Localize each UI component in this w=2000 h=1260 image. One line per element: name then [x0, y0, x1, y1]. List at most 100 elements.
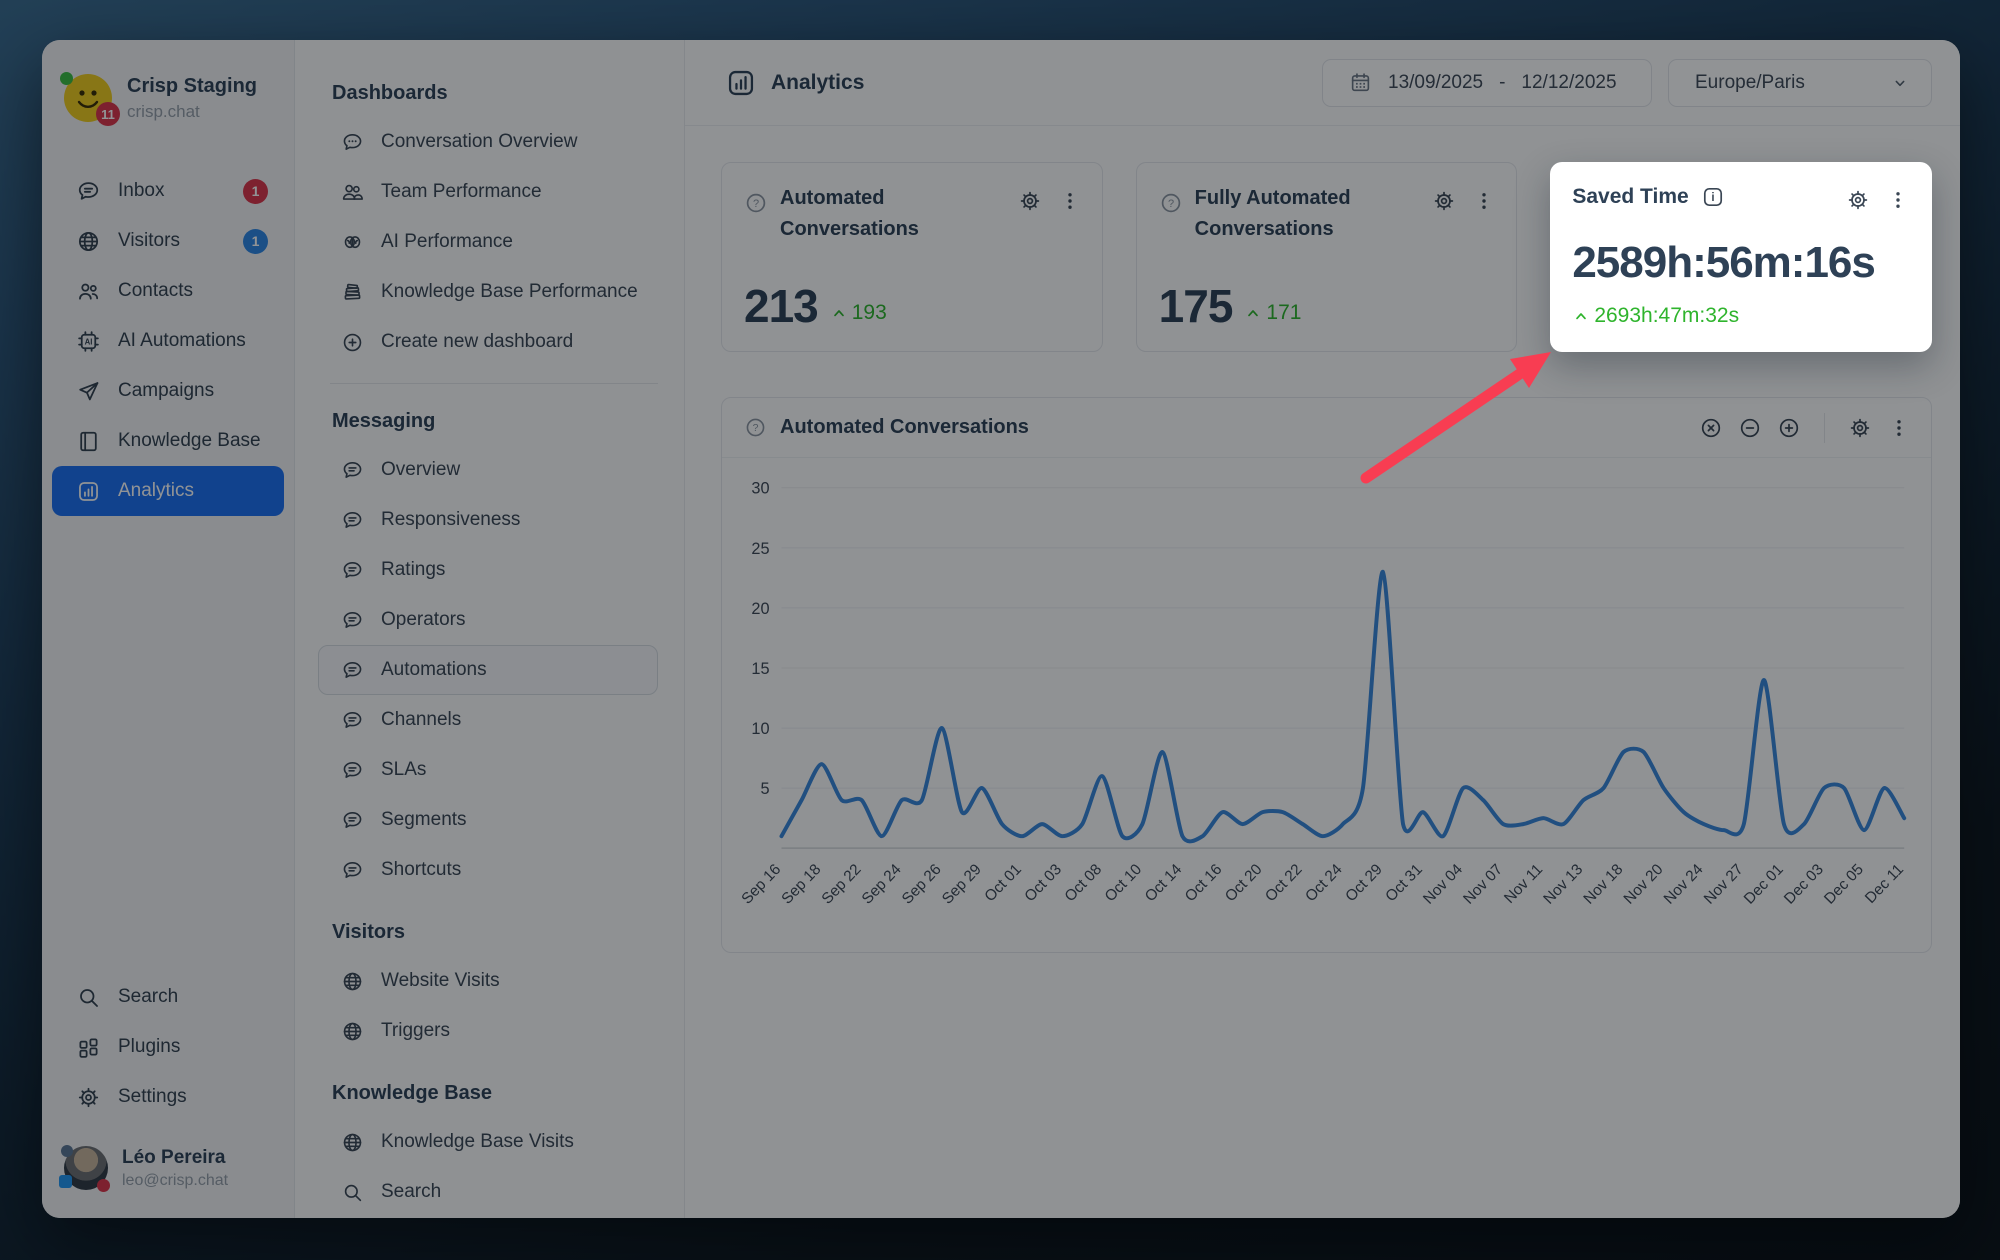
panel-item-responsiveness[interactable]: Responsiveness: [318, 495, 658, 545]
panel-item-team-performance[interactable]: Team Performance: [318, 167, 658, 217]
circle-plus-icon: [341, 331, 364, 354]
circle-minus-icon[interactable]: [1738, 416, 1762, 440]
timezone-select[interactable]: Europe/Paris: [1668, 58, 1932, 107]
panel-item-knowledge-base-performance[interactable]: Knowledge Base Performance: [318, 267, 658, 317]
circle-plus-icon[interactable]: [1777, 416, 1801, 440]
panel-item-channels[interactable]: Channels: [318, 695, 658, 745]
contacts-icon: [76, 279, 101, 304]
panel-item-knowledge-base-visits[interactable]: Knowledge Base Visits: [318, 1117, 658, 1167]
svg-text:?: ?: [753, 422, 759, 434]
sidebar-item-analytics[interactable]: Analytics: [52, 466, 284, 516]
plugins-icon: [76, 1035, 101, 1060]
chat-lines-icon: [341, 659, 364, 682]
svg-text:Sep 18: Sep 18: [778, 861, 824, 908]
panel-item-slas[interactable]: SLAs: [318, 745, 658, 795]
panel-item-segments[interactable]: Segments: [318, 795, 658, 845]
sidebar-item-settings[interactable]: Settings: [52, 1072, 284, 1122]
globe-icon: [341, 1131, 364, 1154]
svg-text:Dec 05: Dec 05: [1821, 861, 1867, 908]
panel-item-label: Overview: [381, 459, 461, 480]
stat-card-title: Fully Automated Conversations: [1194, 187, 1351, 240]
date-range-picker[interactable]: 13/09/2025 - 12/12/2025: [1322, 58, 1652, 107]
workspace-avatar: 11: [60, 72, 120, 126]
panel-item-ai-performance[interactable]: AI Performance: [318, 217, 658, 267]
chart-controls: [1699, 412, 1911, 443]
sidebar-item-label: Analytics: [118, 480, 195, 501]
panel-item-operators[interactable]: Operators: [318, 595, 658, 645]
globe-icon: [341, 1020, 364, 1043]
sidebar-item-label: Visitors: [118, 230, 180, 251]
chevron-down-icon: [1889, 72, 1911, 94]
svg-text:Sep 24: Sep 24: [859, 861, 905, 908]
gear-icon: [76, 1085, 101, 1110]
kebab-icon[interactable]: [1886, 188, 1910, 212]
gear-icon[interactable]: [1846, 188, 1870, 212]
gear-icon[interactable]: [1018, 189, 1042, 213]
sidebar-item-inbox[interactable]: Inbox 1: [52, 166, 284, 216]
svg-text:?: ?: [1168, 198, 1174, 210]
user-profile[interactable]: Léo Pereira leo@crisp.chat: [42, 1132, 294, 1218]
svg-text:10: 10: [751, 720, 769, 738]
svg-text:Nov 27: Nov 27: [1701, 861, 1747, 908]
svg-text:?: ?: [753, 198, 759, 210]
panel-item-website-visits[interactable]: Website Visits: [318, 956, 658, 1006]
panel-item-label: Search: [381, 1181, 442, 1202]
svg-text:AI: AI: [85, 337, 93, 346]
svg-text:Oct 08: Oct 08: [1062, 861, 1106, 905]
svg-text:Oct 24: Oct 24: [1302, 861, 1346, 906]
user-name: Léo Pereira: [122, 1146, 226, 1168]
circle-x-icon[interactable]: [1699, 416, 1723, 440]
panel-item-ratings[interactable]: Ratings: [318, 545, 658, 595]
search-icon: [341, 1181, 364, 1204]
stat-card-saved-time: Saved Time i 2589h:56m:16s 2693h:47m:32s: [1550, 162, 1932, 352]
chart-card-header: ? Automated Conversations: [722, 398, 1931, 458]
date-range-start: 13/09/2025: [1388, 71, 1484, 93]
workspace-switcher[interactable]: 11 Crisp Staging crisp.chat: [42, 40, 294, 126]
help-circle-icon[interactable]: ?: [744, 191, 768, 215]
chat-lines-icon: [341, 859, 364, 882]
svg-text:Sep 22: Sep 22: [819, 861, 865, 908]
svg-text:Oct 31: Oct 31: [1382, 861, 1426, 905]
panel-item-automations[interactable]: Automations: [318, 645, 658, 695]
panel-item-triggers[interactable]: Triggers: [318, 1006, 658, 1056]
panel-item-label: Operators: [381, 609, 466, 630]
svg-text:Oct 03: Oct 03: [1021, 861, 1065, 905]
help-circle-icon[interactable]: ?: [744, 416, 767, 439]
date-range-separator: -: [1499, 71, 1506, 93]
gear-icon[interactable]: [1432, 189, 1456, 213]
sidebar-item-ai-automations[interactable]: AI AI Automations: [52, 316, 284, 366]
svg-text:Sep 16: Sep 16: [738, 861, 784, 908]
stat-card-title: Automated Conversations: [780, 187, 919, 240]
svg-text:i: i: [1711, 192, 1714, 204]
chat-lines-icon: [341, 609, 364, 632]
svg-text:25: 25: [751, 540, 769, 558]
sidebar-item-visitors[interactable]: Visitors 1: [52, 216, 284, 266]
svg-text:Sep 29: Sep 29: [939, 861, 985, 908]
panel-item-conversation-overview[interactable]: Conversation Overview: [318, 117, 658, 167]
sidebar-item-plugins[interactable]: Plugins: [52, 1022, 284, 1072]
sidebar-item-label: Contacts: [118, 280, 193, 301]
kebab-icon[interactable]: [1887, 416, 1911, 440]
kebab-icon[interactable]: [1472, 189, 1496, 213]
panel-item-overview[interactable]: Overview: [318, 445, 658, 495]
help-circle-icon[interactable]: ?: [1159, 191, 1183, 215]
info-square-icon[interactable]: i: [1701, 185, 1725, 209]
kebab-icon[interactable]: [1058, 189, 1082, 213]
gear-icon[interactable]: [1848, 416, 1872, 440]
workspace-unread-badge: 11: [96, 102, 120, 126]
panel-item-shortcuts[interactable]: Shortcuts: [318, 845, 658, 895]
user-email: leo@crisp.chat: [122, 1171, 229, 1189]
panel-item-create-new-dashboard[interactable]: Create new dashboard: [318, 317, 658, 367]
sidebar-item-search[interactable]: Search: [52, 972, 284, 1022]
sidebar-item-knowledge-base[interactable]: Knowledge Base: [52, 416, 284, 466]
caret-up-icon: [830, 304, 848, 322]
sidebar-item-campaigns[interactable]: Campaigns: [52, 366, 284, 416]
sidebar-item-label: Inbox: [118, 180, 165, 201]
panel-item-search[interactable]: Search: [318, 1167, 658, 1217]
stat-card-value: 175: [1158, 280, 1234, 332]
chat-lines-icon: [76, 179, 101, 204]
book-icon: [76, 429, 101, 454]
sidebar-item-contacts[interactable]: Contacts: [52, 266, 284, 316]
svg-text:15: 15: [751, 660, 769, 678]
